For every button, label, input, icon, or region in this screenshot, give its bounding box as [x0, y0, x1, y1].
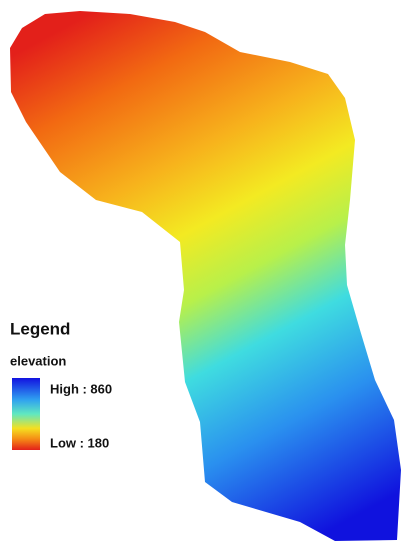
color-ramp [12, 378, 40, 450]
legend-title: Legend [10, 319, 70, 338]
legend-high: High : 860 [50, 381, 112, 396]
legend: Legend elevation High : 860 Low : 180 [10, 319, 112, 450]
legend-layer: elevation [10, 353, 66, 368]
legend-low: Low : 180 [50, 435, 109, 450]
watershed-elevation [10, 11, 401, 541]
